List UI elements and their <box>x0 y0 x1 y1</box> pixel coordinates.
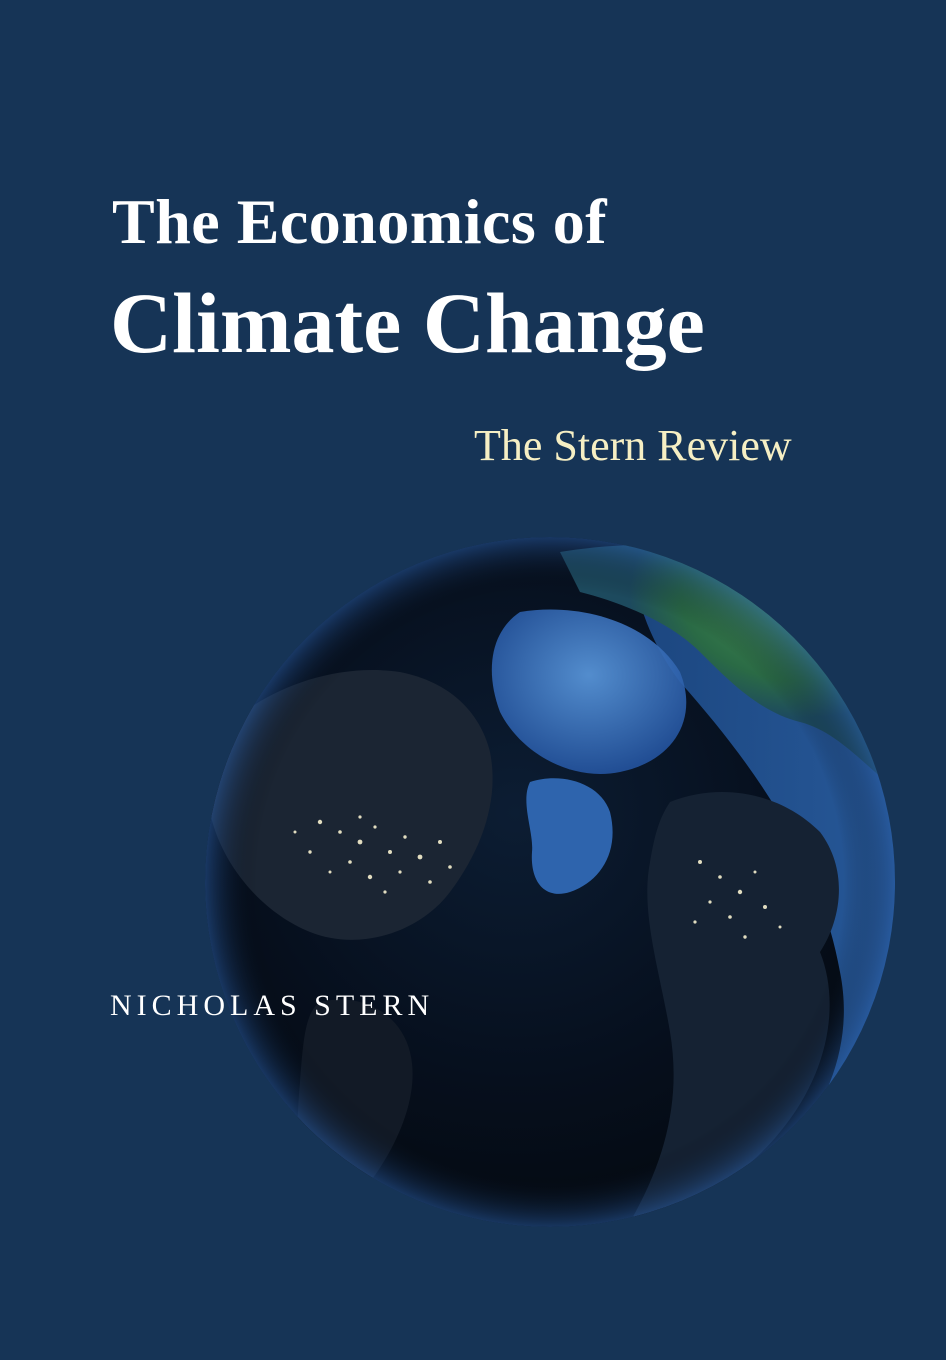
author-name: NICHOLAS STERN <box>110 989 435 1022</box>
title-line-1: The Economics of <box>112 186 608 257</box>
subtitle: The Stern Review <box>474 421 792 470</box>
globe-surface <box>205 537 895 1227</box>
earth-globe-image <box>205 537 895 1227</box>
title-line-2: Climate Change <box>110 275 705 371</box>
